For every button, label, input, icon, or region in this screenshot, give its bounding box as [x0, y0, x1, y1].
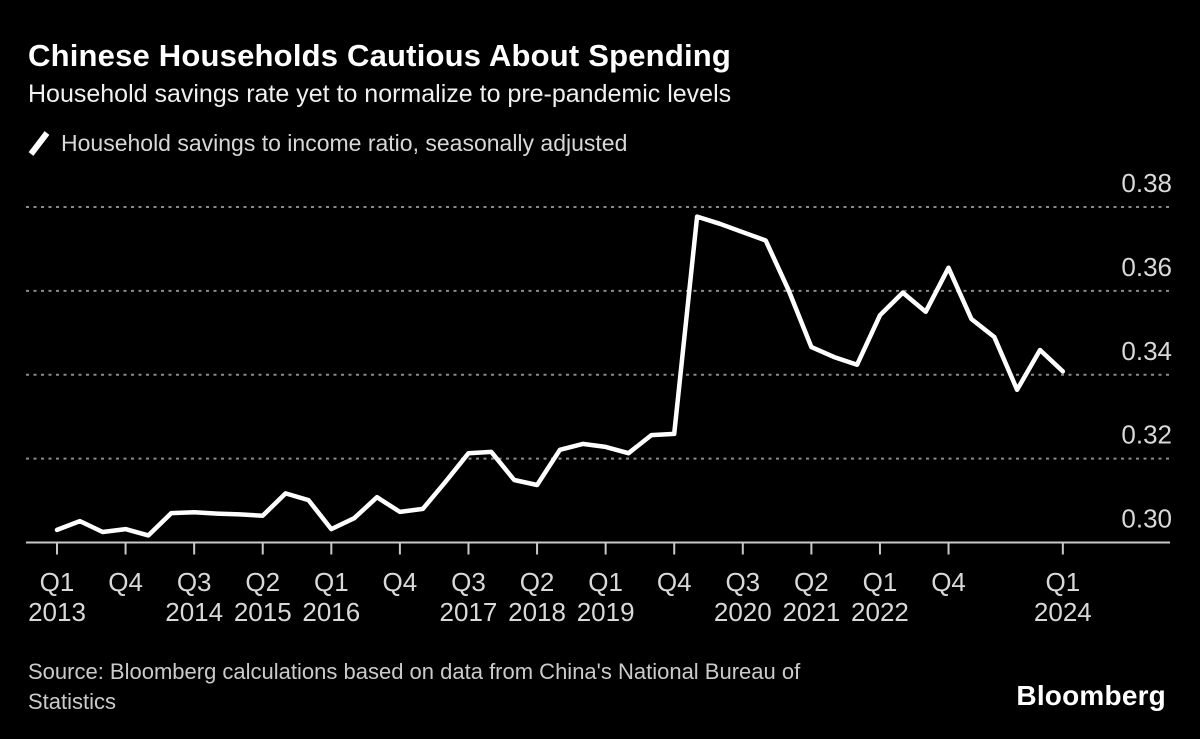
x-axis-year-label: 2024 — [1034, 597, 1092, 627]
x-axis-quarter-label: Q1 — [1045, 567, 1080, 597]
x-axis-year-label: 2016 — [302, 597, 360, 627]
source-note: Source: Bloomberg calculations based on … — [28, 657, 800, 717]
y-axis-label: 0.36 — [1121, 252, 1172, 282]
line-series-marker-icon — [28, 130, 50, 157]
y-axis-label: 0.32 — [1121, 420, 1172, 450]
page-title: Chinese Households Cautious About Spendi… — [28, 38, 732, 73]
x-axis-year-label: 2015 — [234, 597, 292, 627]
x-axis-year-label: 2019 — [577, 597, 635, 627]
x-axis-quarter-label: Q2 — [794, 567, 829, 597]
series-line — [54, 214, 1066, 538]
legend: Household savings to income ratio, seaso… — [28, 130, 627, 157]
x-axis-quarter-label: Q1 — [863, 567, 898, 597]
x-axis-year-label: 2017 — [440, 597, 498, 627]
x-axis-quarter-label: Q4 — [931, 567, 966, 597]
y-axis-label: 0.34 — [1121, 336, 1172, 366]
x-axis-quarter-label: Q1 — [314, 567, 349, 597]
x-axis-quarter-label: Q2 — [245, 567, 280, 597]
x-axis-year-label: 2020 — [714, 597, 772, 627]
source-line-2: Statistics — [28, 689, 117, 714]
x-axis-quarter-label: Q4 — [108, 567, 143, 597]
x-axis-quarter-label: Q1 — [40, 567, 75, 597]
x-axis-quarter-label: Q4 — [657, 567, 692, 597]
page-subtitle: Household savings rate yet to normalize … — [28, 80, 732, 108]
x-axis-year-label: 2021 — [782, 597, 840, 627]
x-axis-year-label: 2013 — [28, 597, 86, 627]
x-axis-year-label: 2014 — [165, 597, 223, 627]
x-axis-quarter-label: Q3 — [451, 567, 486, 597]
x-axis-quarter-label: Q3 — [725, 567, 760, 597]
y-axis-label: 0.38 — [1121, 168, 1172, 198]
x-axis-quarter-label: Q2 — [520, 567, 555, 597]
y-axis-label: 0.30 — [1121, 504, 1172, 534]
x-axis-year-label: 2022 — [851, 597, 909, 627]
x-axis-quarter-label: Q4 — [383, 567, 418, 597]
x-axis-year-label: 2018 — [508, 597, 566, 627]
legend-label: Household savings to income ratio, seaso… — [61, 130, 628, 156]
source-line-1: Source: Bloomberg calculations based on … — [28, 659, 801, 684]
bloomberg-logo: Bloomberg — [1016, 680, 1166, 711]
x-axis-quarter-label: Q3 — [177, 567, 212, 597]
x-axis-quarter-label: Q1 — [588, 567, 623, 597]
